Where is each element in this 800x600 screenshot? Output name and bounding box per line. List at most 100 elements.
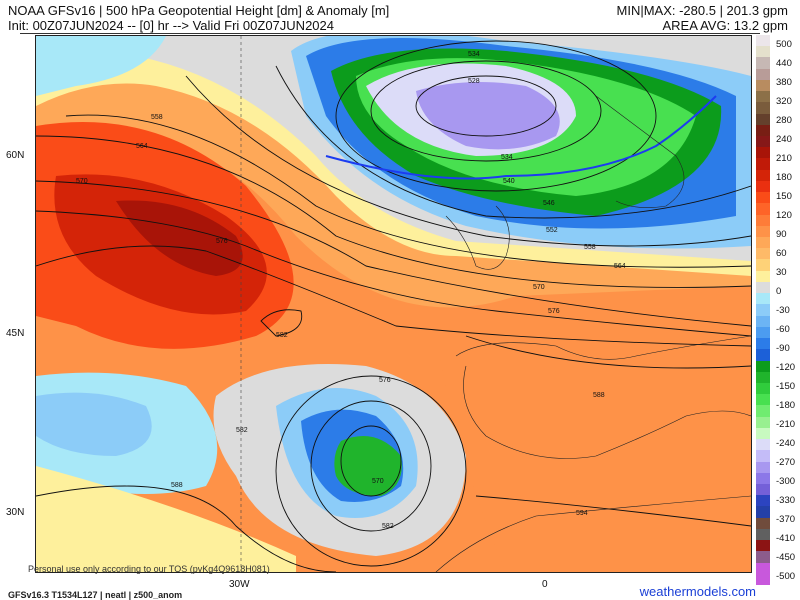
colorbar-swatch <box>756 214 770 227</box>
contour-label: 534 <box>468 51 480 58</box>
contour-label: 528 <box>468 78 480 85</box>
colorbar-label: 60 <box>776 248 787 259</box>
colorbar-label: 280 <box>776 115 792 126</box>
contour-label: 564 <box>614 263 626 270</box>
colorbar-label: -120 <box>776 362 796 373</box>
colorbar-swatch <box>756 203 770 216</box>
anom-neg60-sw <box>36 392 152 456</box>
colorbar-swatch <box>756 360 770 373</box>
lon-label-30w: 30W <box>229 579 250 590</box>
colorbar-swatch <box>756 169 770 182</box>
colorbar-label: -60 <box>776 324 790 335</box>
colorbar-swatch <box>756 427 770 440</box>
colorbar-swatch <box>756 495 770 507</box>
colorbar-label: -410 <box>776 533 796 544</box>
colorbar-label: 240 <box>776 134 792 145</box>
contour-label: 552 <box>546 227 558 234</box>
cutoff-neg150 <box>334 436 402 496</box>
brand-link[interactable]: weathermodels.com <box>639 584 756 599</box>
contour-label: 570 <box>372 478 384 485</box>
tos-watermark: Personal use only according to our TOS (… <box>28 564 270 574</box>
blue-contour <box>325 95 717 180</box>
contour-label: 546 <box>543 200 555 207</box>
lon-label-0: 0 <box>542 579 548 590</box>
contour-label: 558 <box>584 244 596 251</box>
colorbar-swatch <box>756 472 770 485</box>
colorbar-swatch <box>756 562 770 575</box>
contour-label: 534 <box>501 154 513 161</box>
colorbar-swatch <box>756 35 770 47</box>
colorbar-swatch <box>756 147 770 159</box>
contour-label: 570 <box>533 284 545 291</box>
map-title: NOAA GFSv16 | 500 hPa Geopotential Heigh… <box>8 3 390 18</box>
colorbar-swatch <box>756 382 770 395</box>
colorbar-swatch <box>756 102 770 115</box>
colorbar-swatch <box>756 158 770 171</box>
colorbar-swatch <box>756 326 770 339</box>
colorbar-swatch <box>756 79 770 92</box>
min-max: MIN|MAX: -280.5 | 201.3 gpm <box>616 3 789 18</box>
colorbar-swatch <box>756 180 770 193</box>
anom-neg30-nw <box>36 36 166 96</box>
colorbar-label: 210 <box>776 153 792 164</box>
colorbar-label: -180 <box>776 400 796 411</box>
colorbar-label: 180 <box>776 172 792 183</box>
lat-label-45n: 45N <box>6 328 25 339</box>
colorbar-label: -500 <box>776 571 796 582</box>
colorbar-swatch <box>756 124 770 137</box>
colorbar-swatch <box>756 46 770 58</box>
colorbar-label: 500 <box>776 39 792 50</box>
colorbar-label: -450 <box>776 552 796 563</box>
colorbar-swatch <box>756 573 770 586</box>
colorbar-swatch <box>756 371 770 384</box>
contour-label: 576 <box>216 238 228 245</box>
colorbar-label: -370 <box>776 514 796 525</box>
colorbar-label: 380 <box>776 77 792 88</box>
contour-label: 582 <box>382 523 394 530</box>
contour-label: 570 <box>76 178 88 185</box>
colorbar-swatch <box>756 551 770 564</box>
colorbar-swatch <box>756 293 770 305</box>
colorbar-swatch <box>756 528 770 541</box>
init-valid-time: Init: 00Z07JUN2024 -- [0] hr --> Valid F… <box>8 18 334 33</box>
colorbar-swatch <box>756 304 770 317</box>
colorbar-swatch <box>756 270 770 283</box>
colorbar-swatch <box>756 450 770 463</box>
colorbar-swatch <box>756 192 770 204</box>
contour-label: 588 <box>171 482 183 489</box>
anom-210 <box>116 200 243 276</box>
contour-label: 582 <box>236 427 248 434</box>
lat-label-60n: 60N <box>6 150 25 161</box>
colorbar-swatch <box>756 225 770 238</box>
colorbar-swatch <box>756 439 770 451</box>
colorbar-label: 90 <box>776 229 787 240</box>
header-divider <box>20 33 760 34</box>
stats-block: MIN|MAX: -280.5 | 201.3 gpm AREA AVG: 13… <box>617 3 789 33</box>
colorbar-swatch <box>756 540 770 552</box>
lat-label-30n: 30N <box>6 507 25 518</box>
map-title-block: NOAA GFSv16 | 500 hPa Geopotential Heigh… <box>8 3 389 33</box>
colorbar-label: 0 <box>776 286 782 297</box>
colorbar-swatch <box>756 91 770 103</box>
anom-30-south <box>36 466 296 572</box>
colorbar-label: -90 <box>776 343 790 354</box>
colorbar-swatch <box>756 405 770 418</box>
colorbar-label: 320 <box>776 96 792 107</box>
colorbar-swatch <box>756 315 770 328</box>
colorbar-swatch <box>756 517 770 530</box>
colorbar-swatch <box>756 483 770 496</box>
height-contours <box>36 40 751 572</box>
colorbar-label: -330 <box>776 495 796 506</box>
map-canvas: 534 528 534 540 546 552 558 564 570 576 … <box>36 36 751 572</box>
colorbar-swatch <box>756 349 770 361</box>
contour-labels: 534 528 534 540 546 552 558 564 570 576 … <box>76 51 626 530</box>
colorbar-swatch <box>756 248 770 260</box>
contour-label: 558 <box>151 114 163 121</box>
anomaly-map: 534 528 534 540 546 552 558 564 570 576 … <box>35 35 752 573</box>
colorbar-label: -270 <box>776 457 796 468</box>
colorbar-swatch <box>756 416 770 429</box>
colorbar-label: -240 <box>776 438 796 449</box>
colorbar-label: -30 <box>776 305 790 316</box>
contour-label: 540 <box>503 178 515 185</box>
colorbar-swatch <box>756 259 770 272</box>
